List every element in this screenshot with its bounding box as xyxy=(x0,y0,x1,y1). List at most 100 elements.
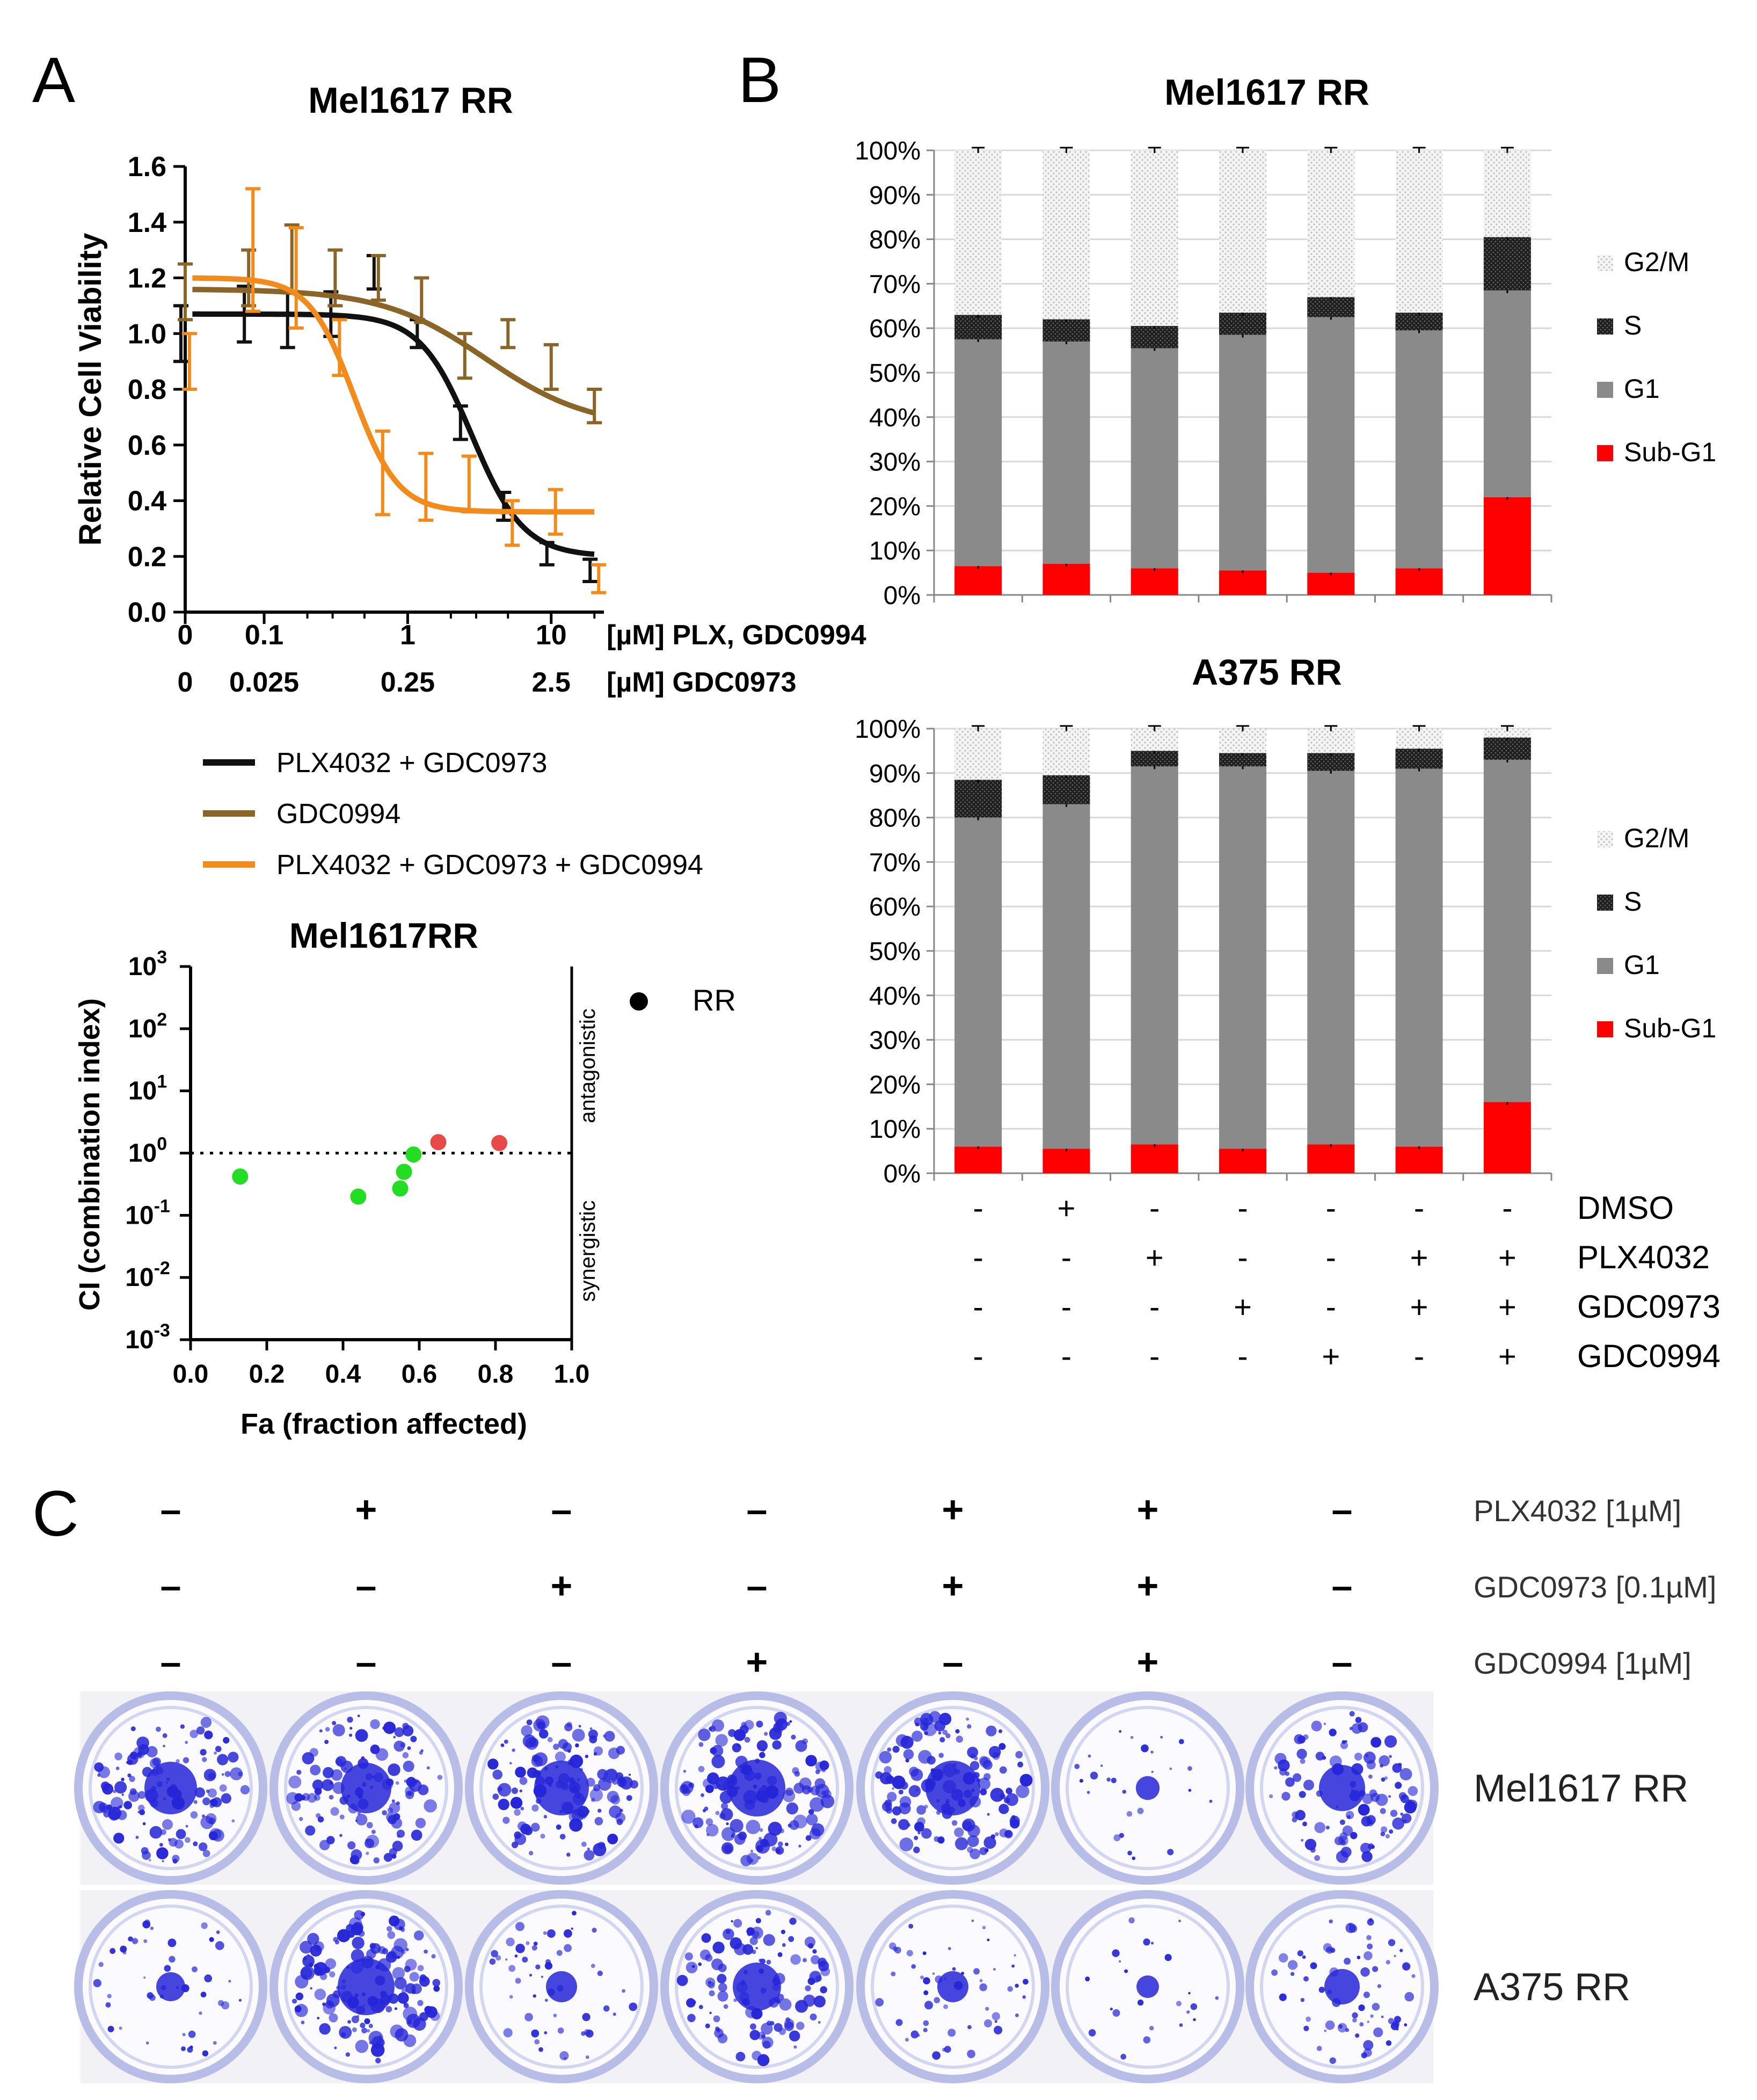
colony xyxy=(998,1743,1006,1750)
colony xyxy=(326,1993,340,2007)
colony xyxy=(698,1742,704,1747)
colony xyxy=(979,1847,988,1855)
colony xyxy=(500,1743,505,1747)
colony xyxy=(1411,1974,1416,1978)
bar-legend-label: S xyxy=(1624,886,1642,917)
colony xyxy=(190,1811,198,1819)
bar-y-tick-label: 100% xyxy=(855,137,921,165)
bar-y-tick-label: 30% xyxy=(869,448,921,477)
colony xyxy=(1279,1768,1287,1776)
colony xyxy=(1179,2023,1183,2027)
colony xyxy=(1402,1962,1411,1971)
colony xyxy=(1137,1807,1144,1814)
colony xyxy=(403,2002,409,2008)
colony xyxy=(566,1721,572,1727)
bar-segment-subg1 xyxy=(1131,568,1178,595)
colony xyxy=(1324,2029,1327,2032)
colony xyxy=(1370,2014,1374,2018)
colony xyxy=(717,1974,727,1983)
colony xyxy=(325,1958,337,1970)
bar-legend-label: Sub-G1 xyxy=(1624,437,1716,467)
colony xyxy=(541,1975,543,1978)
colony xyxy=(522,1956,528,1963)
colony xyxy=(969,1848,980,1859)
colony xyxy=(1017,1761,1024,1768)
colony xyxy=(879,1772,892,1785)
treatment-b-label: DMSO xyxy=(1577,1190,1674,1226)
bar-legend-label: Sub-G1 xyxy=(1624,1013,1716,1043)
colony xyxy=(572,1728,585,1742)
colony xyxy=(967,1747,979,1758)
dose-x-tick-label: 1 xyxy=(400,620,415,651)
bar-legend-swatch xyxy=(1597,382,1613,398)
colony xyxy=(530,1822,540,1832)
colony xyxy=(360,2022,366,2029)
dose-legend-label: PLX4032 + GDC0973 xyxy=(276,747,547,779)
colony-well-inner-rim xyxy=(1066,1706,1230,1870)
bar-segment-subg1 xyxy=(1483,1102,1531,1173)
colony xyxy=(187,2046,193,2053)
colony xyxy=(1143,1938,1150,1946)
colony xyxy=(740,1855,752,1866)
colony xyxy=(921,1828,932,1839)
colony-cluster-center xyxy=(1324,1969,1360,2004)
colony xyxy=(1408,1786,1418,1796)
ci-point xyxy=(350,1188,367,1205)
colony xyxy=(986,1725,997,1736)
colony xyxy=(392,1967,405,1980)
colony xyxy=(183,1757,189,1763)
colony xyxy=(415,1818,426,1829)
bar-segment-s xyxy=(1307,753,1355,771)
colony xyxy=(952,1967,956,1971)
colony xyxy=(681,1810,696,1824)
colony xyxy=(108,1810,120,1821)
colony xyxy=(415,1781,418,1783)
colony xyxy=(503,2028,513,2038)
colony xyxy=(590,1964,595,1968)
colony xyxy=(945,1733,951,1739)
colony xyxy=(920,1722,929,1731)
treatment-b-sign: - xyxy=(1149,1339,1160,1374)
colony xyxy=(394,1727,404,1738)
colony xyxy=(1388,2018,1395,2024)
colony xyxy=(1381,1777,1386,1782)
colony xyxy=(1015,2013,1019,2017)
colony xyxy=(366,1834,380,1848)
colony xyxy=(355,1729,368,1742)
colony xyxy=(1372,2003,1380,2011)
colony xyxy=(300,1941,313,1954)
dose-fit-curve-0 xyxy=(192,311,595,557)
colony xyxy=(497,1783,512,1797)
treatment-c-sign: + xyxy=(942,1565,964,1607)
colony xyxy=(978,1777,990,1790)
colony xyxy=(1209,1799,1213,1803)
colony xyxy=(394,2007,398,2010)
colony xyxy=(1190,2003,1198,2010)
colony xyxy=(1373,2027,1383,2038)
bar-segment-g2m xyxy=(1131,729,1178,751)
colony xyxy=(709,2011,712,2015)
bar-legend-swatch xyxy=(1597,831,1613,847)
treatment-b-sign: - xyxy=(1061,1290,1071,1325)
colony xyxy=(1361,1851,1373,1862)
bar-segment-g1 xyxy=(1395,330,1443,569)
colony xyxy=(1358,1722,1368,1733)
treatment-b-sign: + xyxy=(1410,1240,1428,1275)
dose-x-tick-label: 0.1 xyxy=(245,620,283,651)
colony xyxy=(563,1929,572,1938)
colony xyxy=(939,1712,952,1725)
colony xyxy=(202,1757,207,1762)
colony xyxy=(219,1784,227,1792)
colony xyxy=(409,1972,419,1982)
bar-y-tick-label: 60% xyxy=(869,315,921,343)
colony xyxy=(519,1789,523,1793)
bar-segment-s xyxy=(1042,319,1090,342)
bar-segment-g1 xyxy=(1307,317,1355,573)
bar-segment-g1 xyxy=(1131,348,1178,569)
bar-segment-s xyxy=(1042,775,1090,804)
colony xyxy=(387,1807,393,1813)
colony xyxy=(547,1737,553,1742)
colony xyxy=(1360,1967,1370,1977)
dose-legend-label: GDC0994 xyxy=(276,798,400,830)
colony xyxy=(564,1944,572,1952)
